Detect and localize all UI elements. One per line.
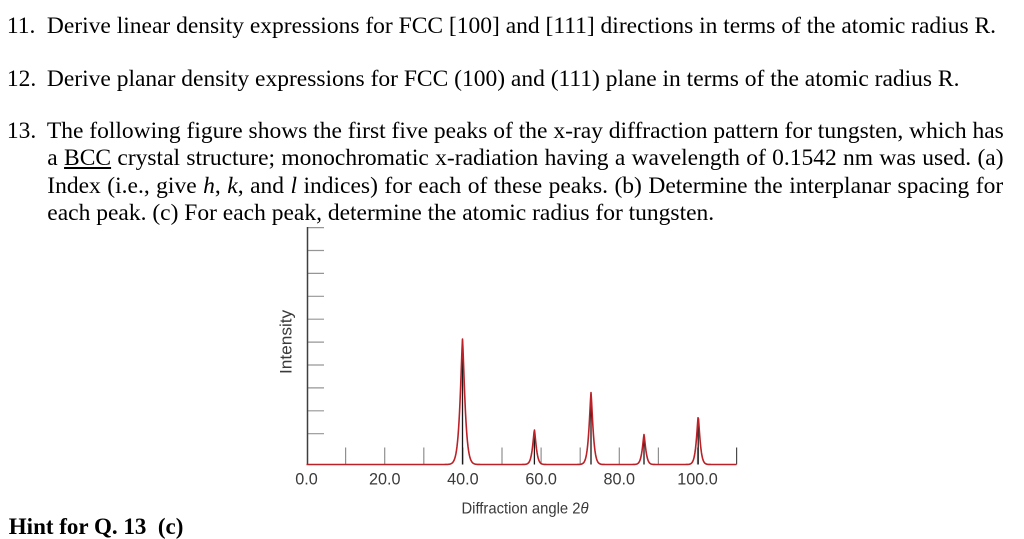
svg-text:80.0: 80.0	[604, 470, 636, 488]
svg-text:100.0: 100.0	[677, 470, 718, 488]
svg-text:0.0: 0.0	[295, 470, 318, 488]
svg-text:20.0: 20.0	[369, 470, 401, 488]
svg-text:60.0: 60.0	[525, 470, 557, 488]
svg-text:40.0: 40.0	[447, 470, 479, 488]
svg-text:Diffraction angle 2θ: Diffraction angle 2θ	[462, 501, 590, 518]
svg-text:Intensity: Intensity	[278, 309, 296, 374]
